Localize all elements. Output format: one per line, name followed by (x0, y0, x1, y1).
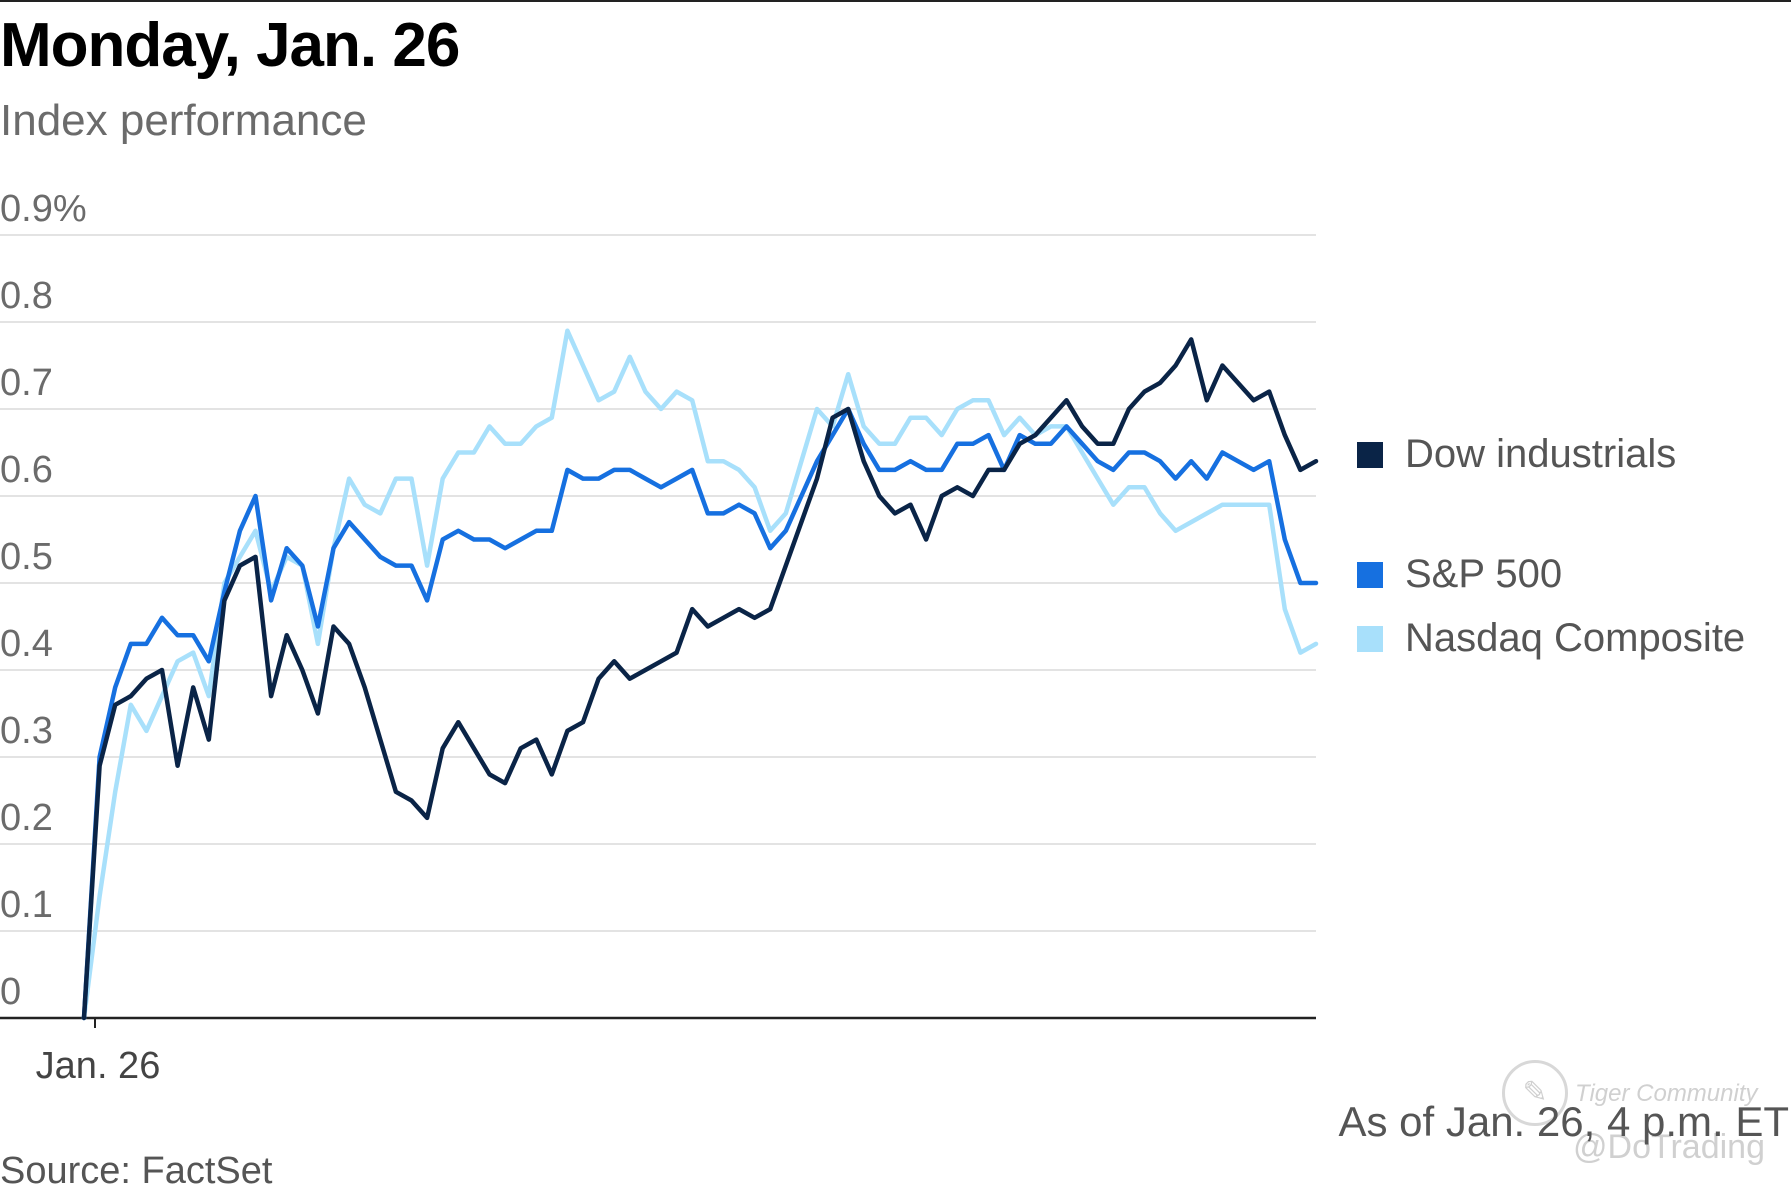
legend-swatch-nasdaq (1357, 625, 1383, 652)
legend-label-dow: Dow industrials (1405, 432, 1677, 476)
tiger-logo-icon: ✎ (1502, 1060, 1568, 1126)
y-tick-label: 0.3 (0, 710, 53, 752)
legend-item-nasdaq: Nasdaq Composite (1357, 616, 1745, 661)
y-tick-label: 0.9% (0, 188, 87, 230)
as-of-note: As of Jan. 26, 4 p.m. ET (1338, 1098, 1789, 1145)
chart-title: Monday, Jan. 26 (0, 11, 460, 80)
y-tick-label: 0.7 (0, 362, 53, 404)
top-rule (0, 0, 1791, 2)
legend-swatch-dow (1357, 441, 1383, 468)
watermark-community: Tiger Community (1575, 1080, 1758, 1107)
watermark-handle: @DoTrading (1573, 1128, 1765, 1166)
legend-swatch-sp500 (1357, 561, 1383, 588)
y-tick-label: 0.6 (0, 449, 53, 491)
legend-item-sp500: S&P 500 (1357, 552, 1562, 597)
y-tick-label: 0.8 (0, 275, 53, 317)
series-line-s-p-500 (81, 406, 1319, 1021)
chart-subtitle: Index performance (0, 96, 367, 145)
series-line-dow-industrials (81, 337, 1319, 1021)
legend-label-sp500: S&P 500 (1405, 552, 1563, 596)
x-tick-label: Jan. 26 (36, 1045, 161, 1087)
y-tick-label: 0.4 (0, 623, 53, 665)
legend-item-dow: Dow industrials (1357, 432, 1676, 477)
series-line-nasdaq-composite (81, 328, 1319, 1021)
y-tick-label: 0.1 (0, 884, 53, 926)
y-tick-label: 0 (0, 971, 21, 1013)
legend-label-nasdaq: Nasdaq Composite (1405, 616, 1746, 660)
y-tick-label: 0.2 (0, 797, 53, 839)
source-note: Source: FactSet (0, 1150, 273, 1192)
y-tick-label: 0.5 (0, 536, 53, 578)
